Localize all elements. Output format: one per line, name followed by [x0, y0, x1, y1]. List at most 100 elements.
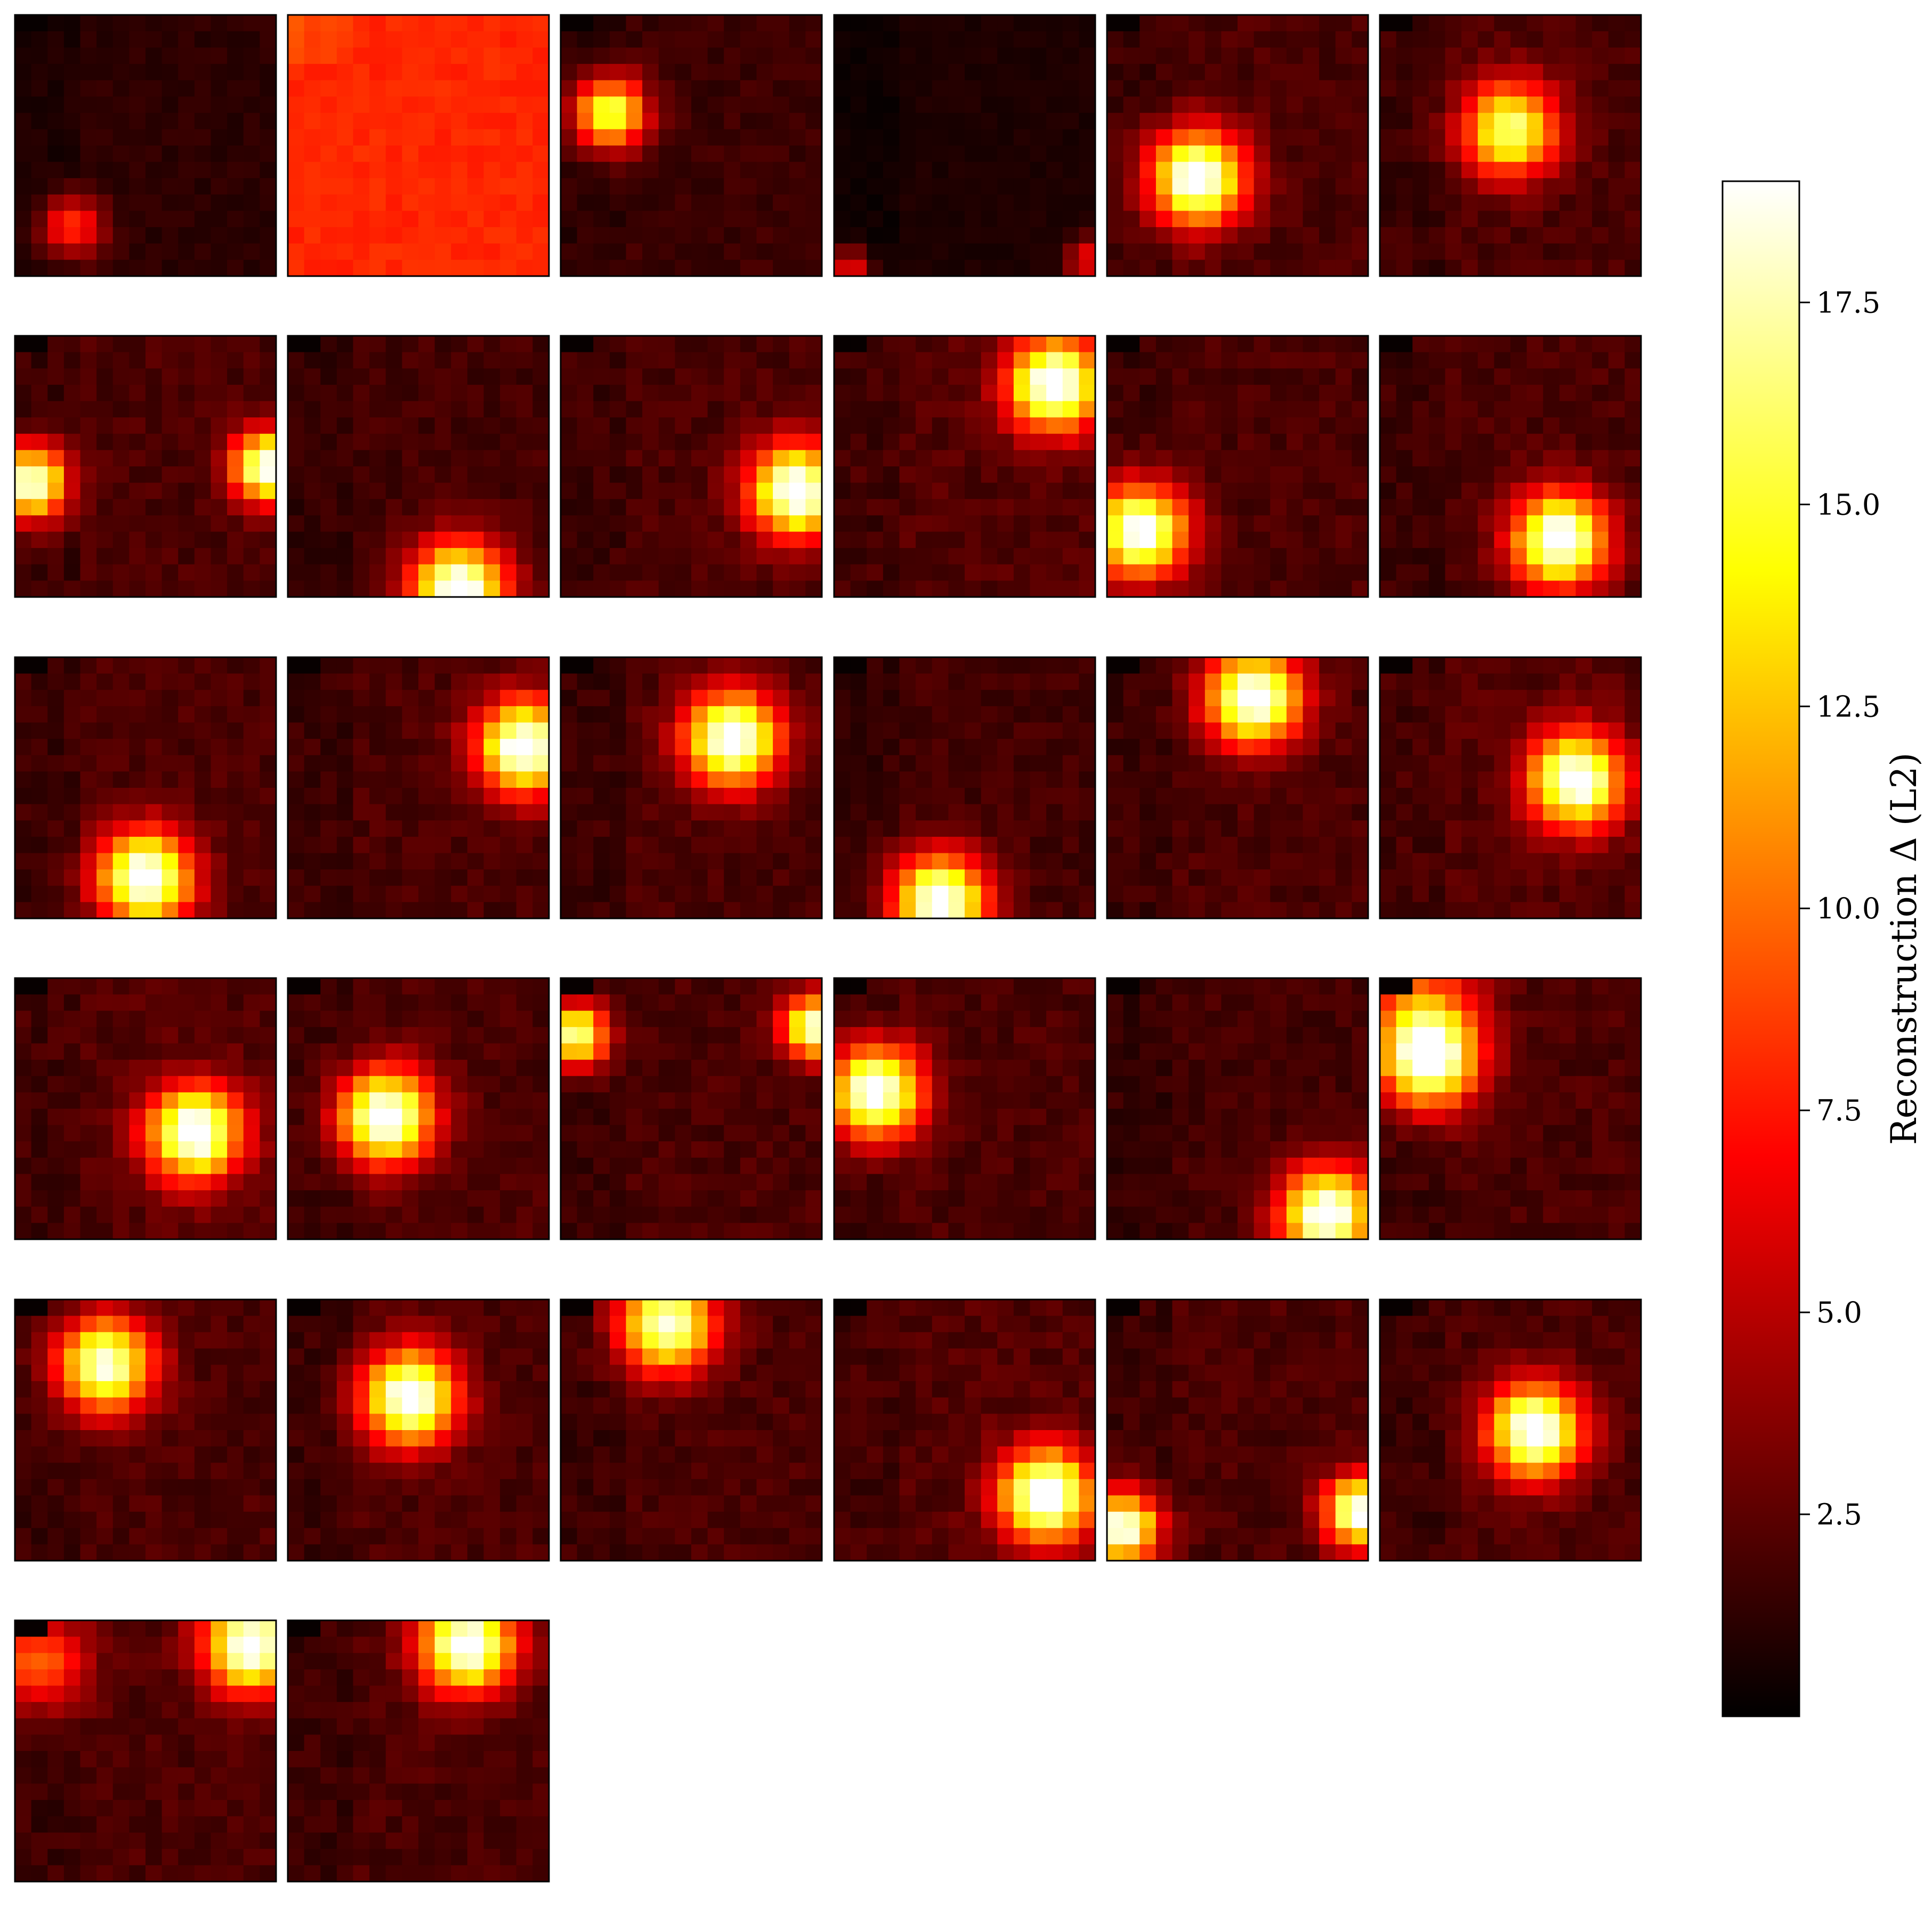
heatmap-cell: [1559, 482, 1577, 499]
heatmap-cell: [1510, 31, 1527, 48]
heatmap-cell: [1335, 706, 1352, 723]
heatmap-cell: [304, 515, 321, 532]
heatmap-cell: [467, 978, 484, 995]
heatmap-cell: [850, 352, 867, 369]
heatmap-cell: [161, 80, 179, 97]
heatmap-cell: [1205, 384, 1222, 402]
heatmap-cell: [1062, 243, 1079, 260]
heatmap-cell: [260, 515, 277, 532]
heatmap-cell: [965, 368, 982, 385]
heatmap-cell: [948, 885, 965, 902]
heatmap-cell: [194, 47, 212, 64]
heatmap-cell: [850, 368, 867, 385]
heatmap-cell: [805, 755, 822, 772]
heatmap-cell: [96, 548, 114, 565]
heatmap-cell: [434, 178, 451, 195]
heatmap-cell: [1123, 417, 1140, 434]
heatmap-cell: [805, 739, 822, 756]
heatmap-cell: [561, 869, 578, 886]
heatmap-cell: [467, 548, 484, 565]
heatmap-cell: [304, 129, 321, 146]
heatmap-cell: [31, 1076, 48, 1093]
heatmap-cell: [1319, 690, 1336, 707]
heatmap-cell: [593, 146, 610, 163]
heatmap-cell: [31, 1027, 48, 1044]
heatmap-cell: [1238, 450, 1255, 467]
heatmap-cell: [211, 657, 228, 674]
heatmap-cell: [288, 80, 305, 97]
heatmap-cell: [402, 15, 419, 32]
heatmap-cell: [385, 1011, 402, 1028]
heatmap-cell: [304, 260, 321, 277]
heatmap-cell: [304, 722, 321, 739]
heatmap-cell: [593, 401, 610, 418]
heatmap-cell: [320, 352, 337, 369]
heatmap-cell: [1205, 564, 1222, 581]
heatmap-cell: [1286, 515, 1304, 532]
heatmap-cell: [850, 673, 867, 690]
heatmap-cell: [1559, 804, 1577, 821]
heatmap-cell: [80, 1043, 97, 1060]
heatmap-cell: [1559, 80, 1577, 97]
heatmap-cell: [516, 129, 533, 146]
heatmap-cell: [1030, 162, 1047, 179]
heatmap-cell: [740, 227, 757, 244]
heatmap-cell: [145, 580, 163, 598]
heatmap-cell: [1380, 260, 1397, 277]
heatmap-cell: [15, 1157, 32, 1175]
heatmap-cell: [724, 755, 741, 772]
heatmap-cell: [467, 96, 484, 114]
heatmap-cell: [1030, 129, 1047, 146]
heatmap-cell: [369, 466, 386, 483]
heatmap-cell: [483, 401, 500, 418]
heatmap-cell: [1155, 146, 1173, 163]
heatmap-cell: [965, 853, 982, 870]
heatmap-cell: [1107, 384, 1124, 402]
heatmap-cell: [1543, 739, 1560, 756]
heatmap-cell: [1205, 706, 1222, 723]
heatmap-cell: [385, 15, 402, 32]
heatmap-cell: [577, 243, 594, 260]
heatmap-cell: [1155, 417, 1173, 434]
heatmap-cell: [369, 112, 386, 130]
heatmap-cell: [1608, 260, 1625, 277]
heatmap-cell: [867, 243, 884, 260]
heatmap-cell: [243, 499, 260, 516]
heatmap-cell: [932, 788, 949, 805]
heatmap-cell: [1270, 657, 1287, 674]
heatmap-cell: [80, 112, 97, 130]
heatmap-cell: [211, 450, 228, 467]
heatmap-cell: [1221, 548, 1238, 565]
heatmap-cell: [756, 146, 773, 163]
heatmap-cell: [112, 433, 130, 450]
heatmap-cell: [1526, 885, 1543, 902]
heatmap-cell: [561, 336, 578, 353]
heatmap-cell: [1123, 146, 1140, 163]
heatmap-cell: [965, 531, 982, 548]
heatmap-cell: [577, 162, 594, 179]
heatmap-cell: [1477, 31, 1494, 48]
heatmap-cell: [675, 15, 692, 32]
heatmap-cell: [161, 368, 179, 385]
heatmap-cell: [353, 885, 370, 902]
heatmap-cell: [1030, 564, 1047, 581]
heatmap-cell: [1380, 31, 1397, 48]
heatmap-cell: [516, 564, 533, 581]
heatmap-cell: [194, 739, 212, 756]
heatmap-cell: [1013, 531, 1031, 548]
heatmap-cell: [353, 531, 370, 548]
heatmap-cell: [1445, 96, 1462, 114]
panel-frame: [1106, 656, 1369, 919]
heatmap-cell: [1221, 499, 1238, 516]
heatmap-cell: [658, 96, 675, 114]
heatmap-cell: [965, 499, 982, 516]
heatmap-cell: [850, 657, 867, 674]
heatmap-cell: [483, 80, 500, 97]
heatmap-cell: [1303, 515, 1320, 532]
heatmap-cell: [789, 401, 806, 418]
heatmap-cell: [850, 194, 867, 212]
heatmap-cell: [1477, 836, 1494, 854]
heatmap-cell: [336, 80, 354, 97]
heatmap-cell: [1155, 657, 1173, 674]
heatmap-cell: [1335, 63, 1352, 81]
